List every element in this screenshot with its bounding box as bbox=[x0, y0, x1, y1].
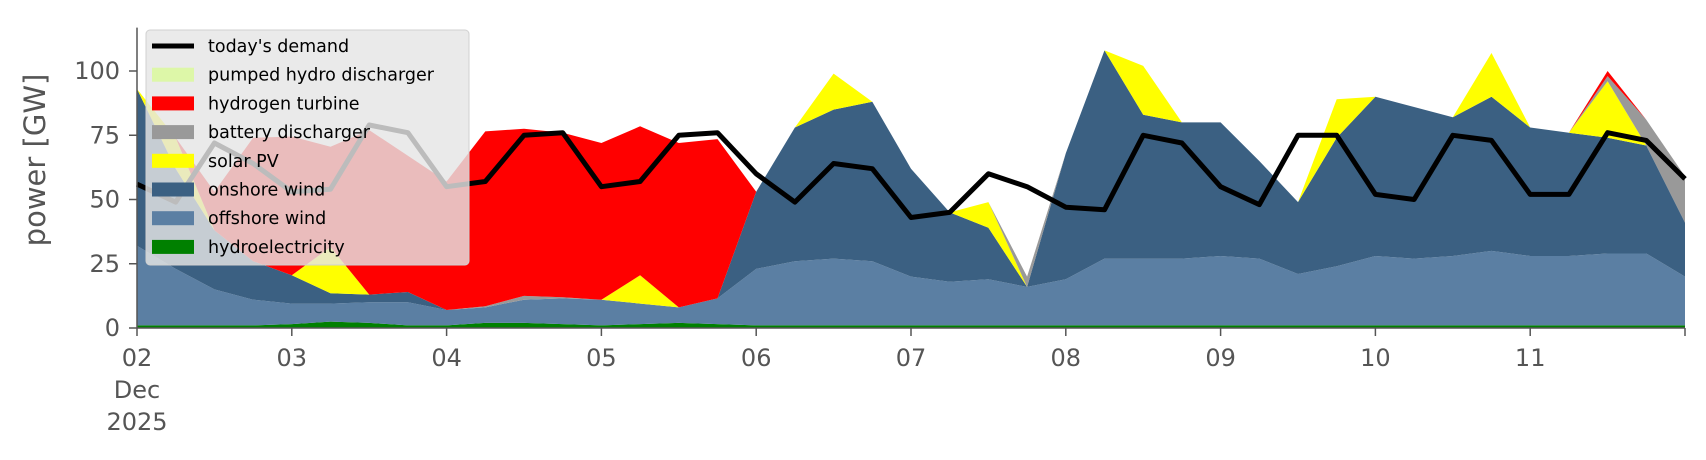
y-axis-label: power [GW] bbox=[18, 74, 52, 247]
y-tick-label: 75 bbox=[89, 121, 120, 149]
legend-box bbox=[145, 29, 470, 266]
legend-label-pumped-hydro-discharger: pumped hydro discharger bbox=[208, 66, 435, 86]
x-tick-label: 09 bbox=[1205, 344, 1236, 372]
y-tick-label: 25 bbox=[89, 250, 120, 278]
legend-swatch-solar-pv bbox=[152, 153, 194, 168]
legend-label-battery-discharger: battery discharger bbox=[208, 123, 371, 143]
legend-label-hydrogen-turbine: hydrogen turbine bbox=[208, 94, 360, 114]
legend-label-today-s-demand: today's demand bbox=[208, 37, 349, 57]
legend-swatch-hydroelectricity bbox=[152, 239, 194, 254]
area-offshore-wind bbox=[137, 245, 1685, 326]
x-tick-sublabel: 2025 bbox=[106, 408, 167, 436]
stacked-areas bbox=[137, 50, 1685, 328]
x-tick-label: 10 bbox=[1360, 344, 1391, 372]
x-tick-label: 06 bbox=[741, 344, 772, 372]
area-hydroelectricity bbox=[137, 321, 1685, 328]
area-onshore-wind bbox=[137, 50, 1685, 311]
x-tick-label: 03 bbox=[277, 344, 308, 372]
legend-label-hydroelectricity: hydroelectricity bbox=[208, 238, 345, 258]
y-axis: 0 25 50 75 100 bbox=[74, 27, 138, 342]
legend-swatch-offshore-wind bbox=[152, 211, 194, 226]
x-tick-label: 04 bbox=[431, 344, 462, 372]
y-tick-label: 100 bbox=[74, 57, 120, 85]
legend-swatch-battery-discharger bbox=[152, 125, 194, 140]
y-tick-label: 0 bbox=[105, 314, 120, 342]
legend-label-solar-pv: solar PV bbox=[208, 152, 279, 172]
legend-swatch-onshore-wind bbox=[152, 182, 194, 197]
legend: today's demand pumped hydro discharger hyd… bbox=[145, 29, 470, 266]
legend-label-offshore-wind: offshore wind bbox=[208, 209, 326, 229]
x-tick-label: 02 bbox=[122, 344, 153, 372]
legend-swatch-pumped-hydro-discharger bbox=[152, 67, 194, 82]
x-tick-label: 11 bbox=[1515, 344, 1546, 372]
area-hydrogen-turbine bbox=[137, 50, 1685, 311]
x-tick-label: 08 bbox=[1051, 344, 1082, 372]
legend-label-onshore-wind: onshore wind bbox=[208, 181, 325, 201]
legend-swatch-hydrogen-turbine bbox=[152, 96, 194, 111]
x-tick-label: 07 bbox=[896, 344, 927, 372]
x-tick-sublabel: Dec bbox=[114, 376, 160, 404]
y-tick-label: 50 bbox=[89, 186, 120, 214]
x-tick-label: 05 bbox=[586, 344, 617, 372]
x-axis: 02 03 04 05 06 07 08 09 10 11 Dec 2025 bbox=[106, 327, 1686, 436]
